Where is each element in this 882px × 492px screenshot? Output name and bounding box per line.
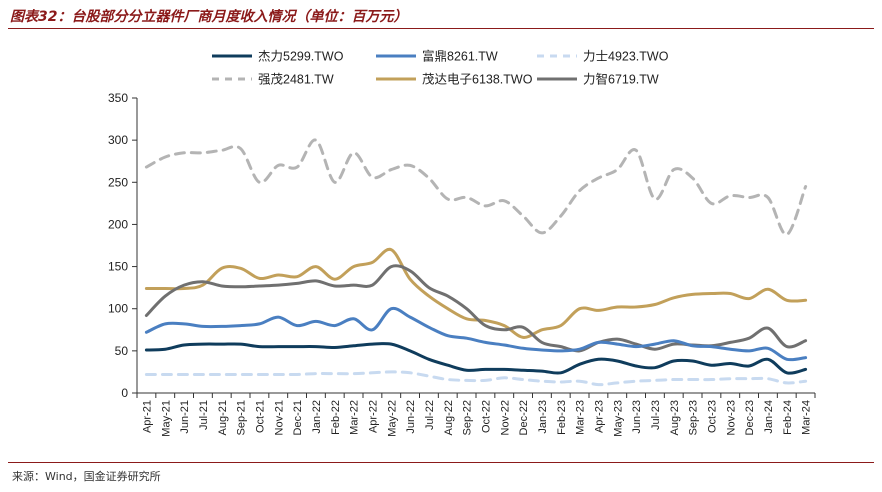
x-tick-label: Feb-22: [330, 400, 342, 435]
x-tick-label: Jun-22: [405, 400, 417, 434]
x-tick-label: Sep-22: [462, 400, 474, 435]
legend-label: 富鼎8261.TW: [422, 49, 498, 64]
x-tick-label: Nov-21: [273, 400, 285, 435]
x-tick-label: May-22: [386, 400, 398, 437]
x-tick-label: Apr-22: [367, 400, 379, 433]
x-tick-label: Apr-21: [141, 400, 153, 433]
x-tick-label: Nov-22: [499, 400, 511, 435]
x-tick-label: Jul-21: [198, 400, 210, 430]
x-tick-label: Mar-23: [575, 400, 587, 435]
x-tick-label: Jun-23: [631, 400, 643, 434]
y-tick-label: 100: [108, 302, 128, 316]
x-tick-label: Sep-23: [688, 400, 700, 435]
legend-label: 茂达电子6138.TWO: [422, 73, 533, 87]
series-line-3: [144, 138, 808, 236]
x-tick-label: Jul-23: [650, 400, 662, 430]
x-tick-label: Sep-21: [236, 400, 248, 435]
y-tick-label: 0: [121, 386, 128, 400]
y-tick-label: 350: [108, 91, 128, 105]
x-tick-label: Aug-21: [217, 400, 229, 435]
legend-label: 强茂2481.TW: [258, 73, 334, 87]
x-tick-label: Aug-23: [669, 400, 681, 435]
x-tick-label: Jan-24: [763, 400, 775, 434]
x-tick-label: Jun-21: [179, 400, 191, 434]
x-tick-label: Aug-22: [443, 400, 455, 435]
series-line-0: [144, 342, 808, 375]
series-line-2: [144, 370, 808, 387]
series-line-5: [144, 264, 808, 353]
legend-label: 杰力5299.TWO: [258, 50, 344, 64]
x-tick-label: Feb-23: [556, 400, 568, 435]
source-divider: [8, 462, 874, 463]
y-tick-label: 250: [108, 175, 128, 189]
x-tick-label: Oct-22: [480, 400, 492, 433]
x-tick-label: Oct-23: [706, 400, 718, 433]
x-tick-label: Jul-22: [424, 400, 436, 430]
x-tick-label: Feb-24: [782, 400, 794, 435]
x-tick-label: Dec-21: [292, 400, 304, 435]
x-tick-label: May-21: [160, 400, 172, 437]
y-tick-label: 200: [108, 217, 128, 231]
y-tick-label: 150: [108, 260, 128, 274]
y-axis: 0 50 100 150 200 250 300 350: [108, 91, 138, 400]
series-line-1: [144, 306, 808, 362]
x-tick-label: Jan-22: [311, 400, 323, 434]
title-divider: [8, 28, 874, 29]
figure-title: 图表32：台股部分分立器件厂商月度收入情况（单位：百万元）: [10, 9, 408, 25]
x-tick-label: Nov-23: [725, 400, 737, 435]
x-tick-label: Mar-22: [349, 400, 361, 435]
x-tick-label: Jan-23: [537, 400, 549, 434]
x-tick-label: Dec-22: [518, 400, 530, 435]
legend: 杰力5299.TWO 富鼎8261.TW 力士4923.TWO 强茂2481.TW 茂达…: [212, 49, 669, 87]
x-tick-label: Oct-21: [254, 400, 266, 433]
legend-label: 力士4923.TWO: [583, 50, 669, 64]
y-tick-label: 50: [115, 344, 129, 358]
x-tick-label: May-23: [612, 400, 624, 437]
y-tick-label: 300: [108, 133, 128, 147]
x-tick-label: Apr-23: [593, 400, 605, 433]
series-lines: [144, 138, 808, 387]
source-note: 来源：Wind，国金证券研究所: [12, 470, 161, 483]
x-tick-label: Mar-24: [801, 400, 813, 435]
series-line-4: [144, 247, 808, 339]
x-axis: Apr-21 May-21 Jun-21 Jul-21 Aug-21 Sep-21 Oct-…: [136, 392, 816, 437]
x-tick-label: Dec-23: [744, 400, 756, 435]
legend-label: 力智6719.TW: [583, 72, 659, 87]
